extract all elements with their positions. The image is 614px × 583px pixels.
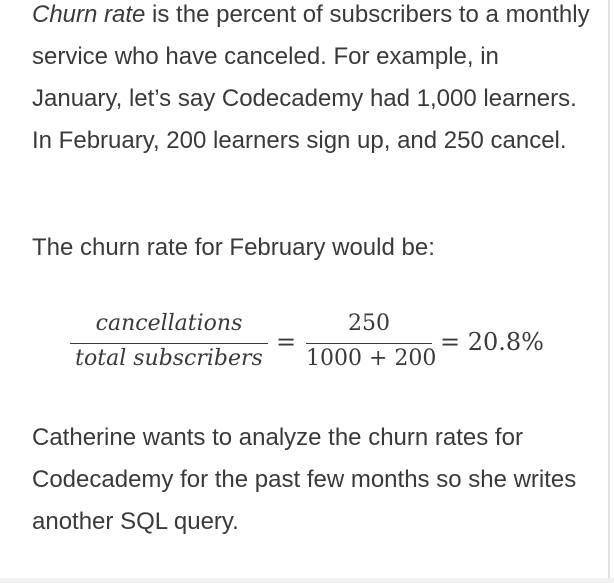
numerator-cancellations: cancellations xyxy=(95,311,243,336)
formula-lead-in: The churn rate for February would be: xyxy=(32,234,435,261)
page-bottom-border xyxy=(0,578,614,583)
closing-paragraph: Catherine wants to analyze the churn rat… xyxy=(32,424,577,535)
denominator-value: 1000 + 200 xyxy=(306,346,437,371)
churn-rate-term: Churn rate xyxy=(32,1,146,28)
numerator-value: 250 xyxy=(348,311,390,336)
intro-paragraph: Churn rate is the percent of subscribers… xyxy=(32,0,592,162)
formula-result: = 20.8% xyxy=(440,328,544,356)
equals-sign: = xyxy=(276,328,297,356)
fraction-bar xyxy=(70,343,268,344)
denominator-total-subscribers: total subscribers xyxy=(75,346,263,371)
churn-rate-definition: is the percent of subscribers to a month… xyxy=(32,1,590,154)
page-right-border xyxy=(608,0,610,583)
fraction-bar xyxy=(306,343,432,344)
